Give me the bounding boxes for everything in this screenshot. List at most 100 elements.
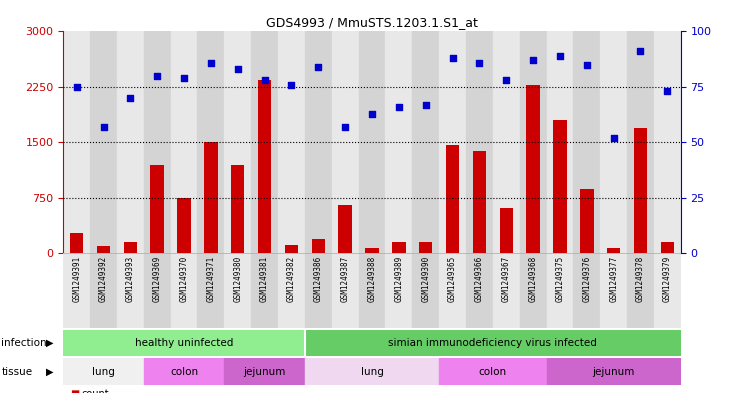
Bar [600, 31, 627, 253]
Point [178, 75, 190, 81]
Bar [225, 253, 251, 328]
Bar [124, 242, 137, 253]
Text: GSM1249368: GSM1249368 [528, 256, 538, 302]
Bar [117, 31, 144, 253]
Text: ▶: ▶ [46, 338, 54, 348]
Text: GSM1249366: GSM1249366 [475, 256, 484, 302]
Text: GSM1249382: GSM1249382 [287, 256, 296, 302]
Text: healthy uninfected: healthy uninfected [135, 338, 234, 348]
Text: GSM1249390: GSM1249390 [421, 256, 430, 302]
Bar [466, 31, 493, 253]
Bar [332, 31, 359, 253]
Point [393, 104, 405, 110]
Point [473, 59, 485, 66]
Text: colon: colon [170, 367, 198, 377]
Bar [519, 253, 547, 328]
Text: GSM1249375: GSM1249375 [556, 256, 565, 302]
Point [71, 84, 83, 90]
Bar [144, 253, 170, 328]
Bar [574, 253, 600, 328]
Bar [305, 330, 681, 356]
Bar [627, 253, 654, 328]
Text: lung: lung [92, 367, 115, 377]
Bar [634, 128, 647, 253]
Bar [63, 358, 144, 385]
Point [500, 77, 512, 83]
Bar [97, 246, 110, 253]
Point [446, 55, 458, 61]
Text: GSM1249367: GSM1249367 [501, 256, 510, 302]
Title: GDS4993 / MmuSTS.1203.1.S1_at: GDS4993 / MmuSTS.1203.1.S1_at [266, 16, 478, 29]
Bar [225, 358, 305, 385]
Bar [278, 253, 305, 328]
Text: tissue: tissue [1, 367, 33, 377]
Bar [600, 253, 627, 328]
Point [286, 82, 298, 88]
Text: GSM1249386: GSM1249386 [314, 256, 323, 302]
Bar [117, 253, 144, 328]
Bar [527, 85, 540, 253]
Text: jejunum: jejunum [592, 367, 635, 377]
Bar [258, 79, 272, 253]
Bar [63, 330, 305, 356]
Text: GSM1249391: GSM1249391 [72, 256, 81, 302]
Point [151, 73, 163, 79]
Bar [305, 253, 332, 328]
Bar [251, 31, 278, 253]
Bar [339, 206, 352, 253]
Bar [285, 244, 298, 253]
Point [124, 95, 136, 101]
Bar [251, 253, 278, 328]
Bar [70, 233, 83, 253]
Point [259, 77, 271, 83]
Bar [231, 165, 245, 253]
Point [527, 57, 539, 63]
Bar [446, 145, 459, 253]
Bar [499, 208, 513, 253]
Bar [170, 31, 197, 253]
Point [97, 124, 109, 130]
Text: count: count [82, 389, 109, 393]
Point [205, 59, 217, 66]
Text: simian immunodeficiency virus infected: simian immunodeficiency virus infected [388, 338, 597, 348]
Text: lung: lung [361, 367, 383, 377]
Point [312, 64, 324, 70]
Bar [197, 253, 225, 328]
Text: colon: colon [478, 367, 507, 377]
Bar [170, 253, 197, 328]
Bar [439, 31, 466, 253]
Text: GSM1249381: GSM1249381 [260, 256, 269, 302]
Bar [63, 31, 90, 253]
Text: GSM1249378: GSM1249378 [636, 256, 645, 302]
Bar [547, 358, 681, 385]
Text: GSM1249389: GSM1249389 [394, 256, 403, 302]
Bar [90, 253, 117, 328]
Bar [278, 31, 305, 253]
Bar [305, 358, 439, 385]
Bar [580, 189, 594, 253]
Bar [150, 165, 164, 253]
Text: GSM1249388: GSM1249388 [368, 256, 376, 302]
Text: GSM1249379: GSM1249379 [663, 256, 672, 302]
Bar [197, 31, 225, 253]
Bar [547, 31, 574, 253]
Bar [654, 31, 681, 253]
Bar [412, 253, 439, 328]
Text: GSM1249376: GSM1249376 [583, 256, 591, 302]
Bar [204, 143, 217, 253]
Bar [472, 151, 486, 253]
Text: GSM1249380: GSM1249380 [234, 256, 243, 302]
Bar [385, 253, 412, 328]
Bar [359, 253, 385, 328]
Bar [607, 248, 620, 253]
Text: GSM1249370: GSM1249370 [179, 256, 188, 302]
Text: GSM1249392: GSM1249392 [99, 256, 108, 302]
Bar [385, 31, 412, 253]
Bar [466, 253, 493, 328]
Bar [554, 120, 567, 253]
Bar [439, 358, 547, 385]
Point [661, 88, 673, 95]
Text: GSM1249387: GSM1249387 [341, 256, 350, 302]
Bar [519, 31, 547, 253]
Point [608, 135, 620, 141]
